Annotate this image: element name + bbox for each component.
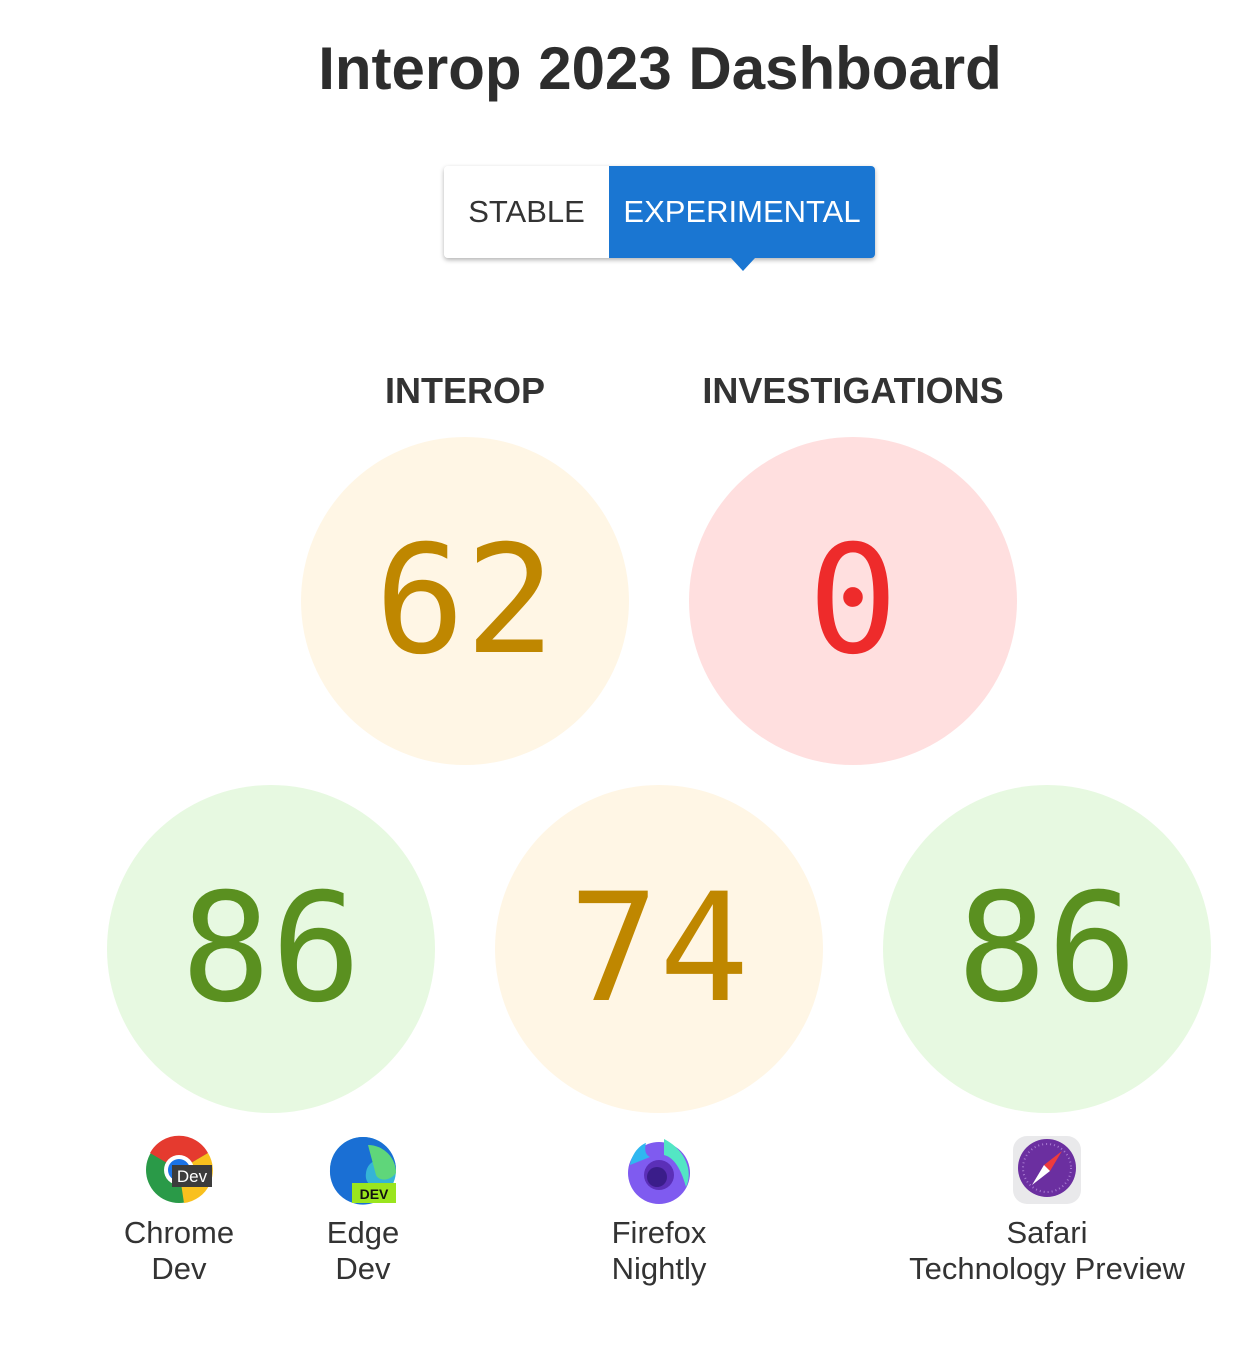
browser-edge-dev: DEV Edge Dev — [203, 1135, 523, 1287]
firefox-score: 74 — [495, 785, 823, 1113]
browser-chrome-dev: Dev Chrome Dev — [19, 1135, 339, 1287]
investigations-label: INVESTIGATIONS — [702, 370, 1004, 411]
svg-text:DEV: DEV — [360, 1186, 389, 1202]
channel-toggle: STABLE EXPERIMENTAL — [444, 166, 875, 271]
page-title: Interop 2023 Dashboard — [318, 35, 1002, 102]
browser-name-line1: Safari — [1006, 1215, 1088, 1250]
stable-button[interactable]: STABLE — [444, 166, 609, 258]
browser-name-line2: Nightly — [611, 1251, 707, 1286]
browser-safari-tp: Safari Technology Preview — [887, 1135, 1207, 1287]
browser-name-line1: Firefox — [611, 1215, 707, 1250]
investigations-score: 0 — [689, 437, 1017, 765]
safari-technology-preview-icon — [1013, 1136, 1081, 1204]
experimental-button[interactable]: EXPERIMENTAL — [609, 166, 875, 271]
browser-name-line2: Dev — [151, 1251, 207, 1286]
browser-name-line2: Dev — [335, 1251, 391, 1286]
edge-dev-icon: DEV — [329, 1137, 396, 1205]
chrome-dev-icon: Dev — [146, 1135, 213, 1203]
browser-name-line1: Edge — [326, 1215, 400, 1250]
firefox-nightly-icon — [628, 1139, 690, 1204]
svg-text:Dev: Dev — [177, 1167, 208, 1186]
browser-name-line2: Technology Preview — [909, 1251, 1185, 1286]
interop-score: 62 — [301, 437, 629, 765]
interop-label: INTEROP — [384, 370, 545, 411]
chrome-edge-score: 86 — [107, 785, 435, 1113]
browser-firefox-nightly: Firefox Nightly — [499, 1135, 819, 1287]
browser-name-line1: Chrome — [123, 1215, 235, 1250]
safari-score: 86 — [883, 785, 1211, 1113]
